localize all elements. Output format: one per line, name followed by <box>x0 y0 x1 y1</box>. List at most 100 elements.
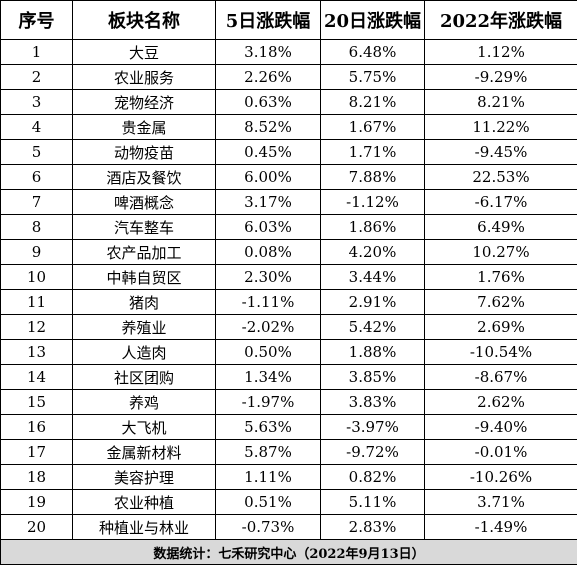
cell-sector-name: 农业服务 <box>73 65 216 90</box>
cell-5day-change: 6.00% <box>216 165 321 190</box>
cell-5day-change: 5.87% <box>216 440 321 465</box>
cell-5day-change: -2.02% <box>216 315 321 340</box>
cell-20day-change: 1.67% <box>321 115 425 140</box>
header-row: 序号 板块名称 5日涨跌幅 20日涨跌幅 2022年涨跌幅 <box>1 1 577 40</box>
cell-sector-name: 猪肉 <box>73 290 216 315</box>
cell-sector-name: 社区团购 <box>73 365 216 390</box>
cell-sector-name: 中韩自贸区 <box>73 265 216 290</box>
cell-index: 20 <box>1 515 73 540</box>
header-sector-name: 板块名称 <box>73 1 216 40</box>
cell-5day-change: -0.73% <box>216 515 321 540</box>
cell-index: 6 <box>1 165 73 190</box>
cell-sector-name: 人造肉 <box>73 340 216 365</box>
cell-20day-change: 7.88% <box>321 165 425 190</box>
cell-5day-change: 8.52% <box>216 115 321 140</box>
cell-sector-name: 金属新材料 <box>73 440 216 465</box>
cell-5day-change: 2.26% <box>216 65 321 90</box>
cell-index: 1 <box>1 40 73 65</box>
cell-5day-change: 1.34% <box>216 365 321 390</box>
cell-2022-change: 3.71% <box>425 490 577 515</box>
cell-index: 3 <box>1 90 73 115</box>
cell-sector-name: 贵金属 <box>73 115 216 140</box>
cell-20day-change: 5.11% <box>321 490 425 515</box>
cell-5day-change: 0.45% <box>216 140 321 165</box>
cell-20day-change: -3.97% <box>321 415 425 440</box>
header-20day-change: 20日涨跌幅 <box>321 1 425 40</box>
cell-20day-change: 3.85% <box>321 365 425 390</box>
cell-sector-name: 农产品加工 <box>73 240 216 265</box>
cell-20day-change: 1.88% <box>321 340 425 365</box>
cell-2022-change: -10.26% <box>425 465 577 490</box>
cell-20day-change: 1.71% <box>321 140 425 165</box>
cell-20day-change: 8.21% <box>321 90 425 115</box>
cell-5day-change: -1.97% <box>216 390 321 415</box>
cell-2022-change: 7.62% <box>425 290 577 315</box>
cell-index: 5 <box>1 140 73 165</box>
cell-20day-change: 0.82% <box>321 465 425 490</box>
cell-20day-change: 4.20% <box>321 240 425 265</box>
header-5day-change: 5日涨跌幅 <box>216 1 321 40</box>
cell-5day-change: 0.51% <box>216 490 321 515</box>
cell-index: 12 <box>1 315 73 340</box>
cell-20day-change: -9.72% <box>321 440 425 465</box>
cell-2022-change: -10.54% <box>425 340 577 365</box>
cell-index: 9 <box>1 240 73 265</box>
cell-5day-change: 5.63% <box>216 415 321 440</box>
cell-sector-name: 大豆 <box>73 40 216 65</box>
cell-5day-change: 2.30% <box>216 265 321 290</box>
cell-5day-change: 3.18% <box>216 40 321 65</box>
cell-20day-change: 1.86% <box>321 215 425 240</box>
cell-5day-change: 6.03% <box>216 215 321 240</box>
cell-2022-change: 1.12% <box>425 40 577 65</box>
cell-2022-change: -9.29% <box>425 65 577 90</box>
cell-sector-name: 动物疫苗 <box>73 140 216 165</box>
cell-2022-change: -0.01% <box>425 440 577 465</box>
cell-2022-change: 22.53% <box>425 165 577 190</box>
cell-index: 14 <box>1 365 73 390</box>
cell-20day-change: 5.75% <box>321 65 425 90</box>
cell-2022-change: 6.49% <box>425 215 577 240</box>
cell-index: 4 <box>1 115 73 140</box>
cell-2022-change: 2.62% <box>425 390 577 415</box>
cell-index: 8 <box>1 215 73 240</box>
cell-20day-change: 3.44% <box>321 265 425 290</box>
cell-5day-change: 3.17% <box>216 190 321 215</box>
cell-sector-name: 宠物经济 <box>73 90 216 115</box>
cell-2022-change: 11.22% <box>425 115 577 140</box>
cell-sector-name: 美容护理 <box>73 465 216 490</box>
cell-5day-change: -1.11% <box>216 290 321 315</box>
header-2022-change: 2022年涨跌幅 <box>425 1 577 40</box>
cell-2022-change: 2.69% <box>425 315 577 340</box>
cell-20day-change: 5.42% <box>321 315 425 340</box>
data-source-note: 数据统计：七禾研究中心（2022年9月13日） <box>1 540 577 565</box>
cell-5day-change: 0.08% <box>216 240 321 265</box>
cell-20day-change: 2.91% <box>321 290 425 315</box>
cell-20day-change: 3.83% <box>321 390 425 415</box>
footer-row: 数据统计：七禾研究中心（2022年9月13日） <box>1 540 577 565</box>
cell-2022-change: -1.49% <box>425 515 577 540</box>
cell-sector-name: 种植业与林业 <box>73 515 216 540</box>
cell-index: 18 <box>1 465 73 490</box>
cell-index: 13 <box>1 340 73 365</box>
cell-2022-change: -9.45% <box>425 140 577 165</box>
cell-2022-change: 8.21% <box>425 90 577 115</box>
cell-5day-change: 1.11% <box>216 465 321 490</box>
